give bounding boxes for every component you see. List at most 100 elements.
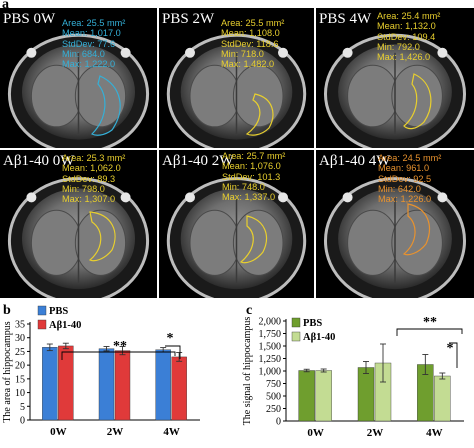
x-tick-label: 4W [163,426,180,438]
significance-marker: * [447,341,454,356]
y-tick-label: 500 [266,392,281,403]
mri-scan-graphic [7,33,150,148]
x-tick-label: 0W [307,427,324,439]
significance-bracket [396,328,463,336]
roi-outline [239,215,268,264]
y-tick-label: 1,000 [259,367,282,378]
roi-stats: Area: 25.4 mm² Mean: 1,132.0 StdDev: 109.4… [377,11,440,62]
roi-stats: Area: 24.5 mm² Mean: 961.0 StdDev: 92.5 Min… [378,153,441,204]
bright-feature [437,192,448,203]
roi-stat-line: Min: 792.0 [377,41,420,52]
mri-image: PBS 4W Area: 25.4 mm² Mean: 1,132.0 StdDev:… [316,8,474,148]
mri-scan-graphic [166,177,307,298]
panel-letter-a: a [2,0,9,12]
legend-swatch [37,319,47,330]
roi-stat-line: Mean: 961.0 [378,163,430,174]
roi-stat-line: Max: 1,226.0 [378,194,432,205]
y-tick-label: 1,750 [259,329,282,340]
left-hemisphere [189,64,241,128]
bar [298,370,315,422]
roi-stat-line: StdDev: 118.6 [221,38,279,49]
right-hemisphere [74,64,127,128]
mri-image: Aβ1-40 2W Area: 25.7 mm² Mean: 1,076.0 StdD… [159,150,314,298]
image-title: PBS 0W [3,11,56,27]
left-hemisphere [30,64,83,128]
bright-feature [26,192,37,203]
legend-label: Aβ1-40 [49,320,81,331]
x-tick-label: 2W [367,427,384,439]
roi-outline [403,73,432,130]
roi-stats: Area: 25.5 mm² Mean: 1,017.0 StdDev: 77.6 M… [62,18,125,69]
roi-stat-line: Area: 25.4 mm² [377,11,441,21]
roi-stat-line: Area: 24.5 mm² [378,153,442,163]
y-tick-label: 5 [20,402,25,413]
roi-stat-line: Max: 1,482.0 [221,59,275,70]
area-bar-chart-svg: The area of hippocampus 0 5 10 15 20 25 30 35 0W 2… [2,305,200,438]
area-bar-chart: The area of hippocampus 0 5 10 15 20 25 30 35 0W 2… [0,300,232,448]
roi-stat-line: Min: 798.0 [62,183,105,194]
panel-letter-b: b [3,303,11,318]
roi-stat-line: StdDev: 109.4 [377,31,436,42]
y-axis-label: The signal of hippocampus [242,317,253,426]
roi-stat-line: Min: 748.0 [222,181,265,192]
signal-bar-chart: The signal of hippocampus 0 250 500 750 1,000… [242,300,474,448]
roi-stat-line: Max: 1,307.0 [62,194,116,205]
right-hemisphere [391,209,443,276]
roi-stat-line: Mean: 1,076.0 [222,161,281,172]
y-tick-label: 10 [15,388,25,399]
bar [42,347,58,421]
roi-stat-line: Area: 25.3 mm² [62,153,126,163]
y-tick-label: 20 [15,361,25,372]
y-tick-label: 750 [266,379,281,390]
y-tick-label: 1,250 [259,354,282,365]
bright-feature [342,192,353,203]
roi-stat-line: Max: 1,426.0 [377,52,431,63]
y-tick-label: 25 [15,347,25,358]
y-tick-label: 35 [15,320,25,331]
roi-stat-line: Max: 1,222.0 [62,59,116,70]
significance-bracket [449,342,458,368]
bar [315,370,332,422]
roi-stat-line: Mean: 1,062.0 [62,163,121,174]
image-title: PBS 4W [319,11,372,27]
legend-swatch [37,305,47,316]
significance-marker: ** [113,339,127,354]
right-hemisphere [232,64,284,128]
mri-image: Aβ1-40 0W Area: 25.3 mm² Mean: 1,062.0 StdD… [0,150,157,298]
roi-stat-line: StdDev: 77.6 [62,38,116,49]
left-hemisphere [30,209,83,276]
image-title: Aβ1-40 0W [3,153,75,169]
legend-swatch [291,331,301,342]
roi-stat-line: Min: 718.0 [221,48,264,59]
bar [434,375,451,422]
bar [357,367,375,422]
roi-stat-line: Area: 25.5 mm² [221,18,285,28]
significance-marker: * [167,331,174,346]
legend-label: PBS [49,306,68,317]
mri-image: PBS 2W Area: 25.5 mm² Mean: 1,108.0 StdDev:… [159,8,314,148]
legend-label: Aβ1-40 [303,332,335,343]
y-tick-label: 0 [20,416,25,427]
roi-stat-line: StdDev: 101.3 [222,171,281,182]
left-hemisphere [347,64,399,128]
roi-stat-line: StdDev: 89.3 [62,173,116,184]
roi-outline [245,93,274,136]
bright-feature [120,192,131,203]
mri-scan-graphic [166,33,307,148]
bright-feature [278,47,288,58]
roi-stat-line: Mean: 1,132.0 [377,21,436,32]
y-axis-label: The area of hippocampus [2,321,13,422]
bright-feature [185,192,195,203]
roi-stat-line: Min: 684.0 [62,48,105,59]
left-hemisphere [347,209,399,276]
legend-label: PBS [303,318,322,329]
roi-stat-line: Area: 25.7 mm² [222,151,286,161]
roi-stat-line: StdDev: 92.5 [378,173,432,184]
mri-scan-graphic [324,177,466,298]
left-hemisphere [189,209,241,276]
image-title: Aβ1-40 2W [162,153,234,169]
mri-scan-graphic [324,33,466,148]
roi-stat-line: Min: 642.0 [378,183,421,194]
bar [155,349,171,421]
